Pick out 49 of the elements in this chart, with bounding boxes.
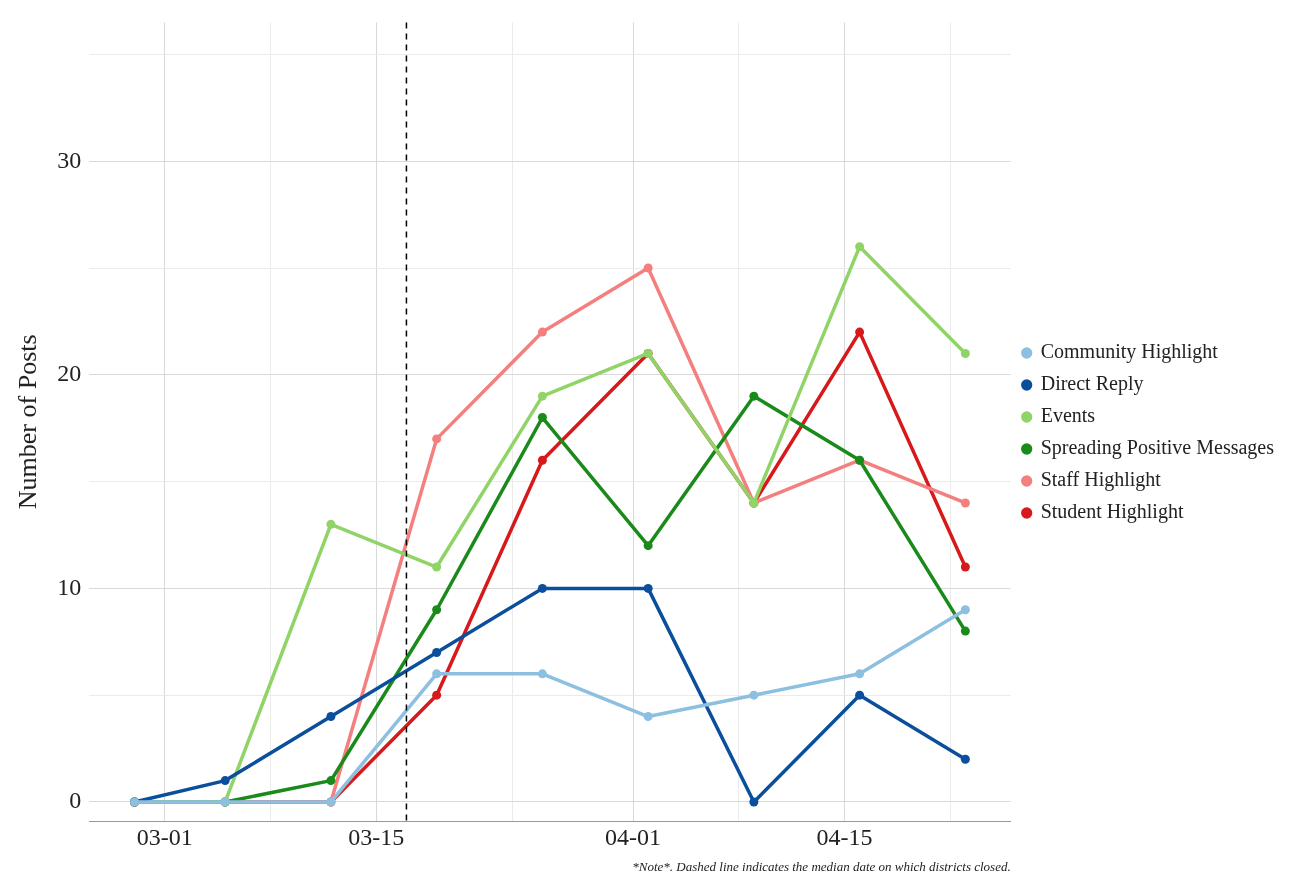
point	[326, 776, 336, 786]
y-axis-title: Number of Posts	[13, 334, 43, 510]
point	[643, 712, 653, 722]
point	[432, 690, 442, 700]
legend-label: Spreading Positive Messages	[1040, 436, 1275, 460]
point	[643, 583, 653, 593]
point	[432, 647, 442, 657]
point	[960, 626, 970, 636]
point	[749, 391, 759, 401]
point	[326, 519, 336, 529]
point	[855, 690, 865, 700]
x-tick-label: 04-01	[605, 823, 662, 850]
point	[537, 391, 547, 401]
point	[326, 712, 336, 722]
point	[643, 541, 653, 551]
point	[855, 242, 865, 252]
point	[960, 754, 970, 764]
point	[537, 669, 547, 679]
point	[749, 690, 759, 700]
x-tick-label: 03-01	[136, 823, 193, 850]
point	[432, 605, 442, 615]
point	[537, 413, 547, 423]
point	[432, 669, 442, 679]
point	[432, 562, 442, 572]
y-tick-label: 20	[57, 360, 82, 387]
legend-label: Direct Reply	[1040, 372, 1144, 396]
legend-label: Student Highlight	[1040, 500, 1184, 524]
point	[537, 583, 547, 593]
point	[220, 776, 230, 786]
y-tick-label: 30	[57, 146, 82, 173]
y-tick-label: 0	[69, 787, 82, 814]
point	[643, 263, 653, 273]
text: *Note*. Dashed line indicates the median date on which districts closed.	[632, 858, 1011, 874]
legend-label: Events	[1040, 404, 1096, 427]
legend-label: Community Highlight	[1040, 340, 1219, 364]
point	[960, 348, 970, 358]
point	[537, 455, 547, 465]
point	[537, 327, 547, 337]
x-tick-label: 03-15	[348, 823, 405, 850]
point	[960, 498, 970, 508]
point	[432, 434, 442, 444]
point	[855, 327, 865, 337]
x-tick-label: 04-15	[816, 823, 873, 850]
point	[855, 669, 865, 679]
point	[960, 562, 970, 572]
legend-label: Staff Highlight	[1040, 468, 1162, 492]
y-tick-label: 10	[57, 573, 82, 600]
point	[960, 605, 970, 615]
point	[749, 797, 759, 807]
